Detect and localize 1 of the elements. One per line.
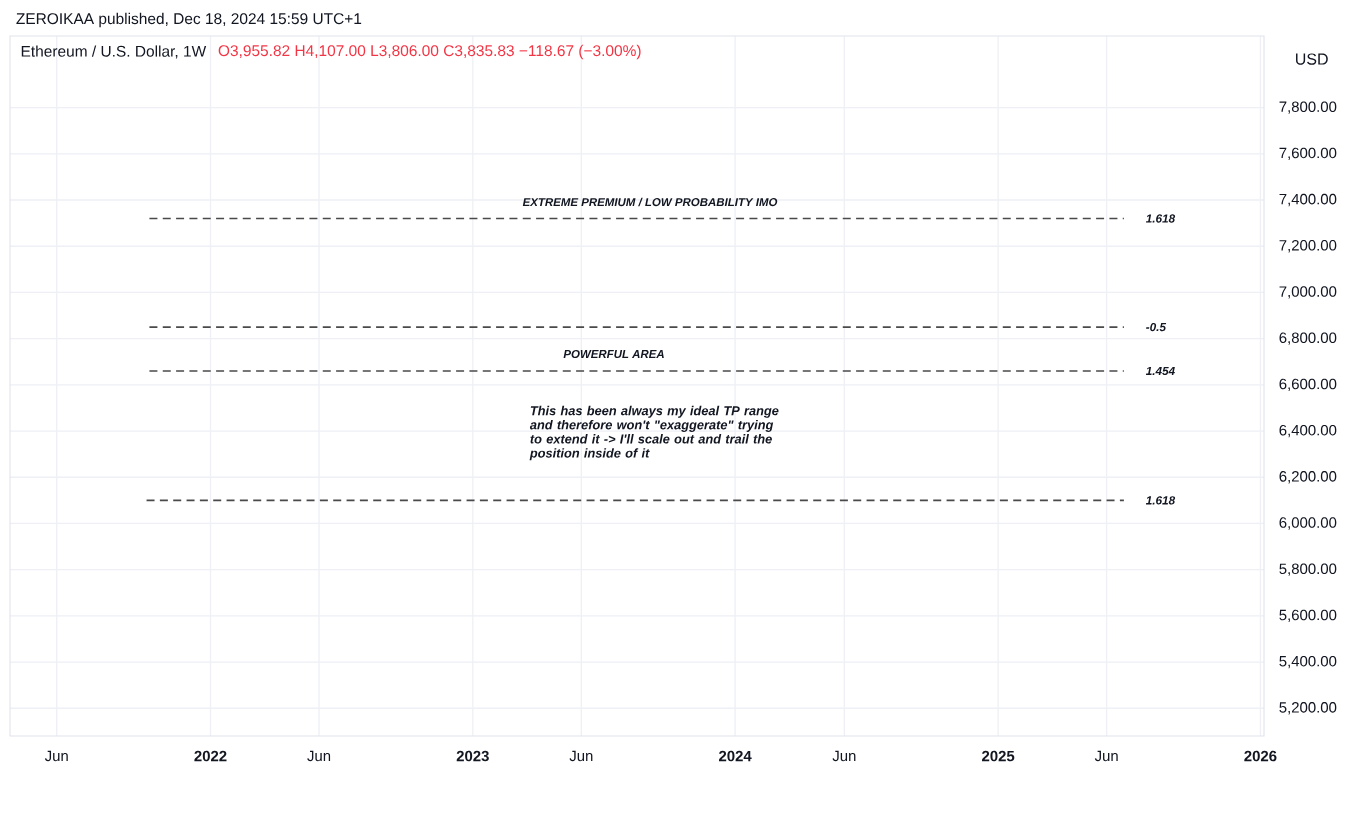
y-axis-title: USD	[1296, 53, 1328, 65]
